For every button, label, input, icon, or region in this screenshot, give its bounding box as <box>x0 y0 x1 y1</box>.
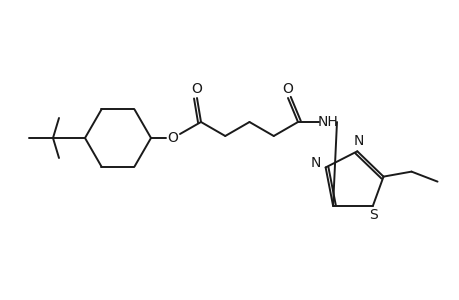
Text: NH: NH <box>317 115 338 129</box>
Text: N: N <box>310 156 320 170</box>
Text: S: S <box>369 208 377 222</box>
Text: N: N <box>353 134 363 148</box>
Text: O: O <box>191 82 202 96</box>
Text: O: O <box>167 131 178 145</box>
Text: O: O <box>282 82 293 96</box>
